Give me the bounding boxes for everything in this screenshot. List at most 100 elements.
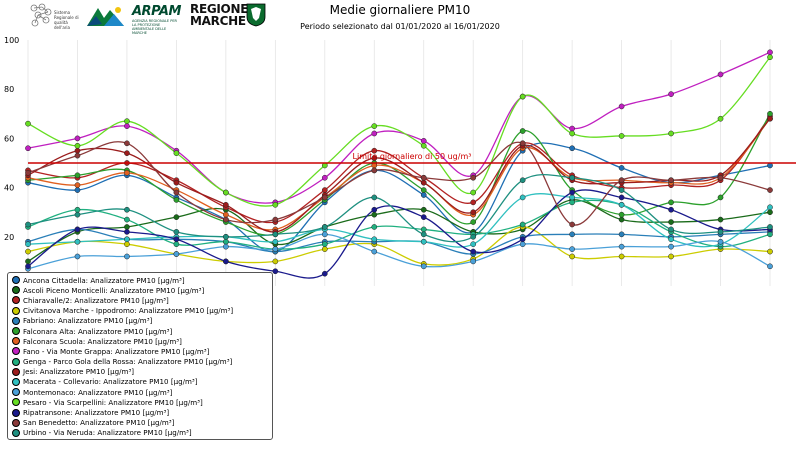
data-point xyxy=(470,219,477,225)
data-point xyxy=(519,236,526,243)
data-point xyxy=(618,231,625,238)
data-point xyxy=(371,206,378,213)
data-point xyxy=(519,140,526,147)
legend-item[interactable]: Falconara Alta: Analizzatore PM10 [µg/m³… xyxy=(12,326,272,336)
legend-item[interactable]: Genga - Parco Gola della Rossa: Analizza… xyxy=(12,357,272,367)
regione-marche-logo[interactable]: REGIONE MARCHE xyxy=(190,3,266,31)
data-point xyxy=(74,187,81,193)
legend-item[interactable]: Jesi: Analizzatore PM10 [µg/m³] xyxy=(12,367,272,377)
data-point xyxy=(618,177,625,184)
regione-line-2: MARCHE xyxy=(190,14,246,28)
data-point xyxy=(371,167,378,174)
legend-label: Fano - Via Monte Grappa: Analizzatore PM… xyxy=(23,346,210,356)
legend-item[interactable]: Ascoli Piceno Monticelli: Analizzatore P… xyxy=(12,285,272,295)
air-quality-system-logo[interactable]: Sistema Regionale di qualità dell'aria xyxy=(28,2,79,32)
series-line xyxy=(27,199,771,262)
data-point xyxy=(223,258,229,265)
legend-label: Chiaravalle/2: Analizzatore PM10 [µg/m³] xyxy=(23,295,169,305)
data-point xyxy=(321,194,328,201)
data-point xyxy=(767,224,773,230)
legend-label: Urbino - Via Neruda: Analizzatore PM10 [… xyxy=(23,428,192,438)
legend-item[interactable]: Montemonaco: Analizzatore PM10 [µg/m³] xyxy=(12,387,272,397)
chart-header: Sistema Regionale di qualità dell'aria A… xyxy=(0,0,800,36)
data-point xyxy=(124,241,130,248)
data-point xyxy=(321,270,328,277)
data-point xyxy=(420,138,427,144)
data-point xyxy=(371,130,378,137)
data-point xyxy=(519,128,526,134)
data-point xyxy=(74,206,81,213)
series-line xyxy=(27,56,771,207)
legend-item[interactable]: Urbino - Via Neruda: Analizzatore PM10 [… xyxy=(12,428,272,438)
chart-title: Medie giornaliere PM10 xyxy=(329,3,471,17)
series-line xyxy=(27,189,771,279)
legend-swatch xyxy=(12,428,20,437)
data-point xyxy=(618,133,625,139)
legend-item[interactable]: Falconara Scuola: Analizzatore PM10 [µg/… xyxy=(12,336,272,346)
threshold-label: Limite giornaliero di 50 ug/m³ xyxy=(353,152,472,161)
molecule-icon xyxy=(30,3,52,27)
legend-label: San Benedetto: Analizzatore PM10 [µg/m³] xyxy=(23,418,175,428)
data-point xyxy=(124,118,130,125)
data-point xyxy=(371,236,378,243)
regione-wordmark: REGIONE MARCHE xyxy=(190,3,248,27)
series-line xyxy=(27,193,771,248)
data-point xyxy=(767,49,773,56)
arpam-subtitle: AGENZIA REGIONALE PER LA PROTEZIONE AMBI… xyxy=(132,19,177,35)
data-point xyxy=(74,142,81,149)
arpam-logo[interactable]: ARPAM AGENZIA REGIONALE PER LA PROTEZION… xyxy=(84,2,186,35)
legend-item[interactable]: San Benedetto: Analizzatore PM10 [µg/m³] xyxy=(12,418,272,428)
data-point xyxy=(470,258,477,265)
data-point xyxy=(124,236,130,243)
legend-label: Macerata - Collevario: Analizzatore PM10… xyxy=(23,377,198,387)
legend-item[interactable]: Pesaro - Via Scarpellini: Analizzatore P… xyxy=(12,397,272,407)
legend-item[interactable]: Ancona Cittadella: Analizzatore PM10 [µg… xyxy=(12,275,272,285)
series-line xyxy=(27,174,771,243)
data-point xyxy=(717,174,724,181)
y-tick-label: 60 xyxy=(4,134,14,143)
legend-swatch xyxy=(12,296,20,305)
data-point xyxy=(74,172,81,179)
legend-item[interactable]: Civitanova Marche - Ippodromo: Analizzat… xyxy=(12,306,272,316)
data-point xyxy=(173,189,180,196)
data-point xyxy=(470,248,477,255)
legend-item[interactable]: Fano - Via Monte Grappa: Analizzatore PM… xyxy=(12,346,272,356)
data-point xyxy=(223,216,229,223)
regione-shield-icon xyxy=(246,3,266,27)
data-point xyxy=(420,238,427,245)
data-point xyxy=(569,194,575,201)
data-point xyxy=(25,263,31,270)
legend-item[interactable]: Ripatransone: Analizzatore PM10 [µg/m³] xyxy=(12,407,272,417)
legend-item[interactable]: Chiaravalle/2: Analizzatore PM10 [µg/m³] xyxy=(12,295,272,305)
data-point xyxy=(618,253,625,260)
legend-swatch xyxy=(12,418,20,427)
logo-group: Sistema Regionale di qualità dell'aria A… xyxy=(28,2,266,35)
legend-label: Falconara Alta: Analizzatore PM10 [µg/m³… xyxy=(23,326,173,336)
data-point xyxy=(420,174,427,181)
arpam-wordmark: ARPAM xyxy=(132,4,181,19)
data-point xyxy=(124,150,130,157)
data-point xyxy=(420,214,427,220)
series-line xyxy=(27,233,771,270)
data-point xyxy=(321,246,328,252)
chart-subtitle: Periodo selezionato dal 01/01/2020 al 16… xyxy=(300,22,500,31)
data-point xyxy=(272,258,279,265)
data-point xyxy=(767,110,773,117)
legend-swatch xyxy=(12,347,20,356)
legend-item[interactable]: Macerata - Collevario: Analizzatore PM10… xyxy=(12,377,272,387)
data-point xyxy=(569,199,575,206)
legend-item[interactable]: Fabriano: Analizzatore PM10 [µg/m³] xyxy=(12,316,272,326)
legend-label: Montemonaco: Analizzatore PM10 [µg/m³] xyxy=(23,387,173,397)
legend-swatch xyxy=(12,306,20,315)
data-point xyxy=(420,206,427,213)
chart-legend: Ancona Cittadella: Analizzatore PM10 [µg… xyxy=(7,272,273,440)
data-point xyxy=(25,248,31,255)
legend-label: Pesaro - Via Scarpellini: Analizzatore P… xyxy=(23,397,203,407)
legend-swatch xyxy=(12,377,20,386)
data-point xyxy=(470,174,477,181)
data-point xyxy=(767,54,773,61)
data-point xyxy=(569,174,575,181)
data-point xyxy=(668,226,674,233)
data-point xyxy=(717,115,724,122)
data-point xyxy=(767,209,773,216)
